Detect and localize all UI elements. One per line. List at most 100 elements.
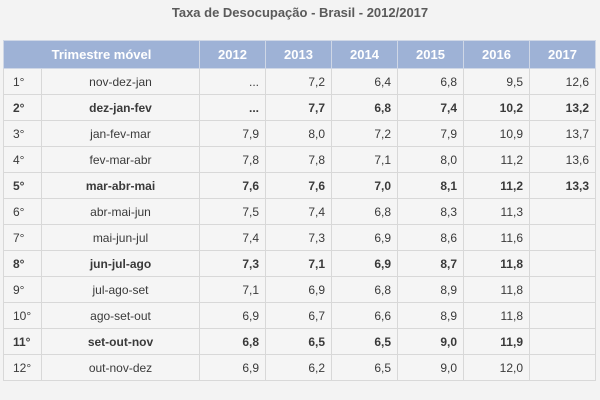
table-title: Taxa de Desocupação - Brasil - 2012/2017 <box>171 5 429 20</box>
table-row: 1° nov-dez-jan... 7,2 6,4 6,8 9,5 12,6 <box>3 68 596 95</box>
cell-2017: 13,6 <box>529 146 596 173</box>
row-trimestre: nov-dez-jan <box>41 68 200 95</box>
cell-2017 <box>529 224 596 251</box>
cell-2014: 6,9 <box>331 224 398 251</box>
cell-2017 <box>529 276 596 303</box>
row-trimestre: abr-mai-jun <box>41 198 200 225</box>
cell-2015: 9,0 <box>397 354 464 381</box>
cell-2015: 8,3 <box>397 198 464 225</box>
table-row: 7° mai-jun-jul 7,4 7,3 6,9 8,6 11,6 <box>3 224 596 251</box>
cell-2015: 8,9 <box>397 302 464 329</box>
cell-2016: 11,8 <box>463 250 530 277</box>
cell-2017 <box>529 250 596 277</box>
cell-2013: 7,2 <box>265 68 332 95</box>
row-index: 7° <box>3 224 42 251</box>
column-header-trimestre: Trimestre móvel <box>3 40 200 69</box>
cell-2013: 6,2 <box>265 354 332 381</box>
cell-2016: 11,3 <box>463 198 530 225</box>
row-trimestre: jan-fev-mar <box>41 120 200 147</box>
cell-2015: 8,9 <box>397 276 464 303</box>
cell-2013: 7,1 <box>265 250 332 277</box>
cell-2012: 7,8 <box>199 146 266 173</box>
cell-2013: 6,5 <box>265 328 332 355</box>
row-trimestre: out-nov-dez <box>41 354 200 381</box>
cell-2013: 7,7 <box>265 94 332 121</box>
row-index: 5° <box>3 172 42 199</box>
row-trimestre: mar-abr-mai <box>41 172 200 199</box>
row-index: 10° <box>3 302 42 329</box>
cell-2017: 12,6 <box>529 68 596 95</box>
table-row: 5° mar-abr-mai 7,6 7,6 7,0 8,1 11,2 13,3 <box>3 172 596 199</box>
table-row: 10° ago-set-out 6,9 6,7 6,6 8,9 11,8 <box>3 302 596 329</box>
cell-2016: 11,8 <box>463 302 530 329</box>
cell-2017 <box>529 328 596 355</box>
table-row: 3° jan-fev-mar 7,9 8,0 7,2 7,9 10,9 13,7 <box>3 120 596 147</box>
column-header-2014: 2014 <box>331 40 398 69</box>
unemployment-table: Trimestre móvel 2012 2013 2014 2015 2016 2017 … <box>3 40 596 381</box>
cell-2013: 7,3 <box>265 224 332 251</box>
cell-2013: 7,4 <box>265 198 332 225</box>
row-trimestre: ago-set-out <box>41 302 200 329</box>
cell-2017 <box>529 354 596 381</box>
row-index: 4° <box>3 146 42 173</box>
column-header-2017: 2017 <box>529 40 596 69</box>
cell-2017 <box>529 198 596 225</box>
row-index: 2° <box>3 94 42 121</box>
cell-2015: 7,9 <box>397 120 464 147</box>
cell-2012: 7,5 <box>199 198 266 225</box>
cell-2016: 12,0 <box>463 354 530 381</box>
cell-2017: 13,2 <box>529 94 596 121</box>
cell-2012: 6,8 <box>199 328 266 355</box>
cell-2017 <box>529 302 596 329</box>
row-index: 11° <box>3 328 42 355</box>
cell-2015: 8,1 <box>397 172 464 199</box>
cell-2012: ... <box>199 68 266 95</box>
cell-2017: 13,7 <box>529 120 596 147</box>
cell-2013: 6,7 <box>265 302 332 329</box>
cell-2017: 13,3 <box>529 172 596 199</box>
cell-2016: 9,5 <box>463 68 530 95</box>
cell-2015: 9,0 <box>397 328 464 355</box>
header-row: Trimestre móvel 2012 2013 2014 2015 2016 2017 <box>3 40 596 69</box>
cell-2012: 7,4 <box>199 224 266 251</box>
cell-2012: 7,1 <box>199 276 266 303</box>
cell-2014: 6,5 <box>331 354 398 381</box>
cell-2016: 10,2 <box>463 94 530 121</box>
cell-2015: 8,7 <box>397 250 464 277</box>
row-index: 1° <box>3 68 42 95</box>
table-row: 12° out-nov-dez 6,9 6,2 6,5 9,0 12,0 <box>3 354 596 381</box>
cell-2013: 8,0 <box>265 120 332 147</box>
cell-2014: 7,1 <box>331 146 398 173</box>
cell-2012: 6,9 <box>199 354 266 381</box>
cell-2016: 11,6 <box>463 224 530 251</box>
cell-2016: 11,9 <box>463 328 530 355</box>
row-trimestre: fev-mar-abr <box>41 146 200 173</box>
cell-2014: 7,2 <box>331 120 398 147</box>
cell-2016: 11,2 <box>463 172 530 199</box>
cell-2014: 6,8 <box>331 94 398 121</box>
row-index: 6° <box>3 198 42 225</box>
table-row: 6° abr-mai-jun 7,5 7,4 6,8 8,3 11,3 <box>3 198 596 225</box>
cell-2015: 8,6 <box>397 224 464 251</box>
cell-2016: 11,8 <box>463 276 530 303</box>
cell-2016: 11,2 <box>463 146 530 173</box>
table-row: 11° set-out-nov 6,8 6,5 6,5 9,0 11,9 <box>3 328 596 355</box>
column-header-2015: 2015 <box>397 40 464 69</box>
cell-2013: 6,9 <box>265 276 332 303</box>
row-trimestre: set-out-nov <box>41 328 200 355</box>
cell-2014: 6,6 <box>331 302 398 329</box>
cell-2014: 6,8 <box>331 276 398 303</box>
cell-2016: 10,9 <box>463 120 530 147</box>
row-trimestre: jun-jul-ago <box>41 250 200 277</box>
column-header-2013: 2013 <box>265 40 332 69</box>
cell-2015: 6,8 <box>397 68 464 95</box>
cell-2014: 6,8 <box>331 198 398 225</box>
cell-2012: 6,9 <box>199 302 266 329</box>
table-row: 2° dez-jan-fev... 7,7 6,8 7,4 10,2 13,2 <box>3 94 596 121</box>
cell-2015: 8,0 <box>397 146 464 173</box>
row-index: 9° <box>3 276 42 303</box>
table-body: 1° nov-dez-jan... 7,2 6,4 6,8 9,5 12,6 2° dez-ja… <box>3 68 596 381</box>
cell-2014: 6,9 <box>331 250 398 277</box>
row-trimestre: jul-ago-set <box>41 276 200 303</box>
